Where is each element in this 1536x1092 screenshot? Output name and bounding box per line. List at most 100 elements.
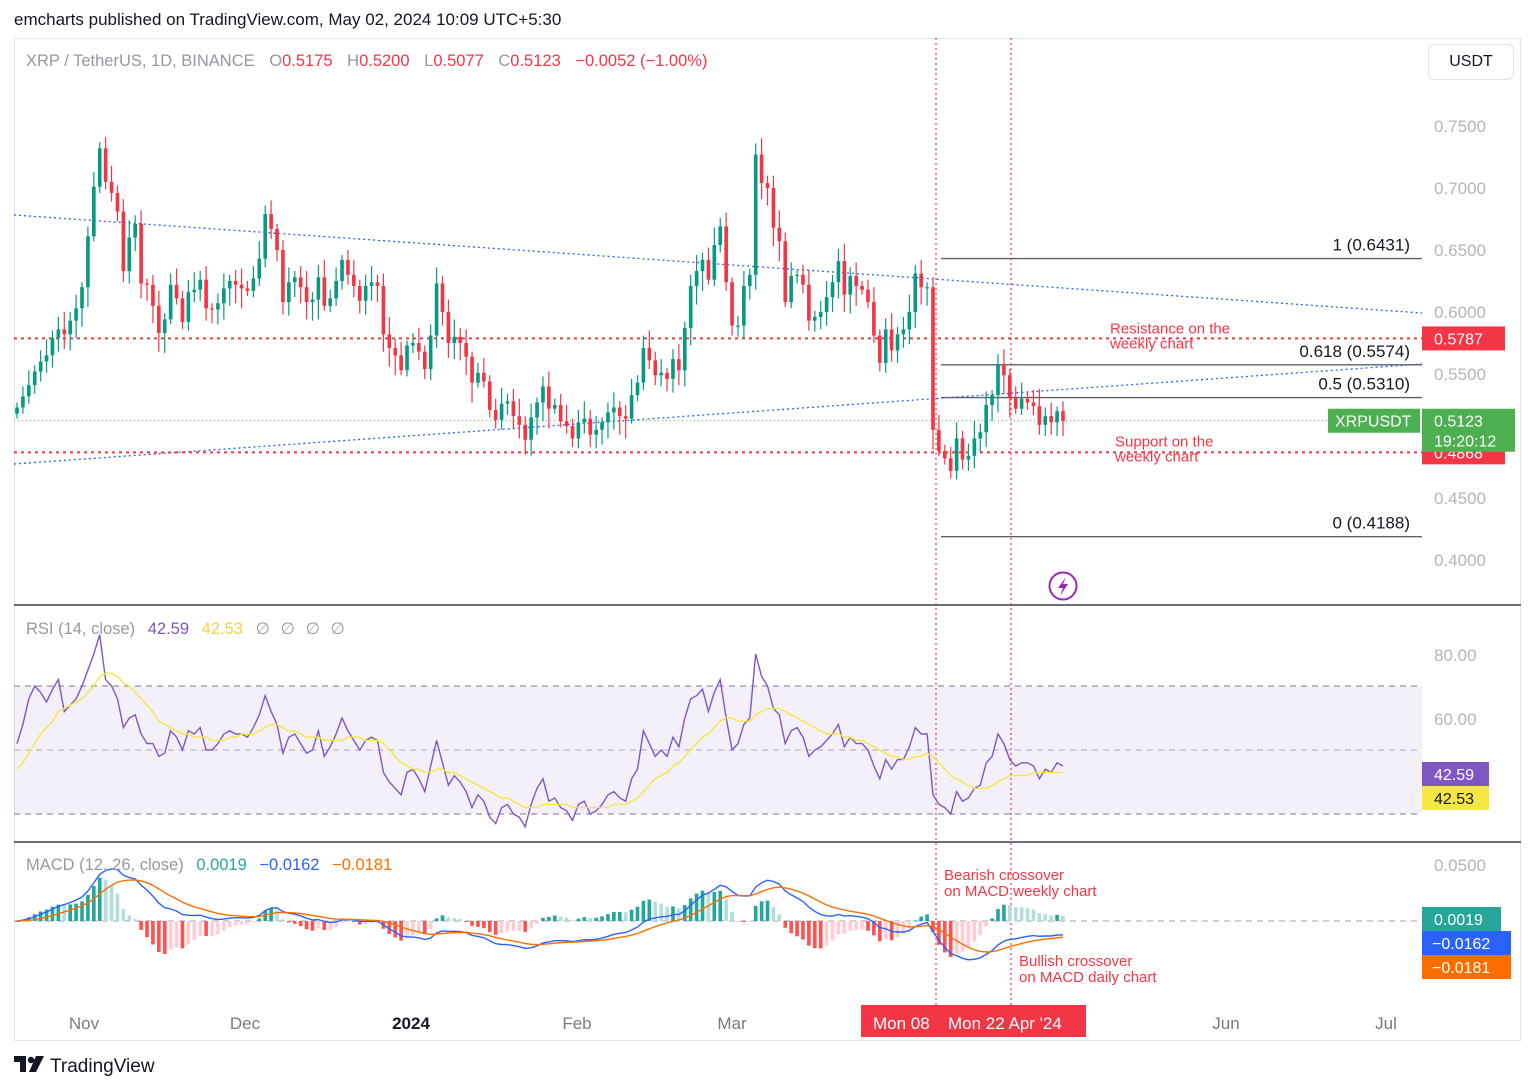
- candle[interactable]: [647, 330, 652, 370]
- candle[interactable]: [1061, 401, 1065, 436]
- candle[interactable]: [168, 273, 173, 325]
- candle[interactable]: [121, 199, 126, 283]
- candle[interactable]: [363, 274, 368, 315]
- candle[interactable]: [103, 137, 108, 190]
- candle[interactable]: [860, 281, 864, 295]
- candle[interactable]: [1049, 402, 1054, 435]
- candle[interactable]: [174, 268, 179, 305]
- rsi-series-ma[interactable]: [16, 672, 1063, 809]
- candle[interactable]: [700, 252, 705, 291]
- candle[interactable]: [428, 324, 433, 381]
- candle[interactable]: [186, 279, 191, 331]
- candle[interactable]: [26, 370, 31, 404]
- candle[interactable]: [765, 175, 770, 206]
- candle[interactable]: [907, 294, 912, 345]
- candle[interactable]: [942, 444, 947, 465]
- candle[interactable]: [706, 247, 711, 285]
- candle[interactable]: [505, 393, 510, 415]
- macd-signal-line[interactable]: [16, 879, 1064, 953]
- candle[interactable]: [535, 397, 539, 435]
- candle[interactable]: [1037, 388, 1042, 435]
- candle[interactable]: [954, 422, 959, 480]
- candle[interactable]: [612, 392, 616, 430]
- candle[interactable]: [854, 262, 858, 306]
- candle[interactable]: [50, 330, 55, 368]
- candle[interactable]: [653, 351, 658, 386]
- candle[interactable]: [594, 416, 598, 449]
- candle[interactable]: [32, 365, 37, 394]
- candle[interactable]: [180, 290, 185, 330]
- candle[interactable]: [245, 281, 250, 296]
- candle[interactable]: [458, 328, 463, 361]
- descending-trendline[interactable]: [13, 214, 1423, 314]
- events-lightning-icon[interactable]: [1048, 571, 1078, 601]
- candle[interactable]: [635, 375, 640, 402]
- candle[interactable]: [872, 287, 876, 343]
- candle[interactable]: [659, 359, 663, 387]
- candle[interactable]: [257, 241, 262, 286]
- candle[interactable]: [937, 414, 941, 456]
- candle[interactable]: [192, 272, 197, 303]
- macd-legend[interactable]: MACD (12, 26, close) 0.0019 −0.0162 −0.0…: [26, 856, 392, 874]
- candle[interactable]: [842, 243, 847, 312]
- candle[interactable]: [322, 259, 327, 311]
- candle[interactable]: [334, 267, 338, 306]
- candle[interactable]: [801, 264, 805, 294]
- ascending-trendline[interactable]: [13, 363, 1423, 465]
- candle[interactable]: [747, 268, 752, 300]
- candle[interactable]: [901, 316, 906, 348]
- candle[interactable]: [824, 281, 829, 326]
- candle[interactable]: [86, 226, 90, 308]
- candle[interactable]: [629, 378, 634, 424]
- candle[interactable]: [352, 259, 356, 298]
- candle[interactable]: [818, 300, 823, 330]
- candle[interactable]: [547, 371, 551, 429]
- candle[interactable]: [984, 391, 988, 448]
- candle[interactable]: [275, 223, 279, 262]
- candle[interactable]: [529, 403, 533, 456]
- candle[interactable]: [570, 418, 575, 448]
- candle[interactable]: [151, 274, 155, 324]
- candle[interactable]: [487, 375, 492, 418]
- candle[interactable]: [210, 303, 214, 324]
- candle[interactable]: [931, 277, 935, 450]
- candle[interactable]: [399, 341, 403, 376]
- candle[interactable]: [1055, 406, 1059, 436]
- candle[interactable]: [263, 205, 268, 268]
- candle[interactable]: [517, 398, 522, 439]
- candle[interactable]: [588, 409, 593, 448]
- candle[interactable]: [694, 254, 699, 305]
- candle[interactable]: [133, 215, 138, 252]
- candle[interactable]: [387, 316, 392, 367]
- rsi-series-rsi[interactable]: [16, 634, 1064, 829]
- candle[interactable]: [600, 417, 604, 445]
- candle[interactable]: [80, 282, 84, 327]
- candle[interactable]: [21, 386, 25, 414]
- candle[interactable]: [759, 138, 764, 200]
- candle[interactable]: [724, 212, 728, 291]
- candle[interactable]: [369, 266, 374, 301]
- candle[interactable]: [1002, 349, 1006, 394]
- candle[interactable]: [877, 329, 882, 372]
- candle[interactable]: [978, 423, 983, 453]
- candle[interactable]: [239, 268, 244, 309]
- candle[interactable]: [499, 387, 504, 430]
- symbol-legend[interactable]: XRP / TetherUS, 1D, BINANCE O0.5175 H0.5…: [26, 52, 707, 70]
- candle[interactable]: [452, 319, 457, 360]
- candle[interactable]: [564, 405, 569, 434]
- candle[interactable]: [162, 313, 167, 353]
- candle[interactable]: [304, 271, 309, 320]
- candle[interactable]: [671, 349, 675, 393]
- candle[interactable]: [730, 277, 734, 336]
- candle[interactable]: [251, 266, 256, 298]
- candle[interactable]: [919, 259, 923, 305]
- candle[interactable]: [470, 351, 474, 403]
- candle[interactable]: [895, 326, 900, 363]
- candle[interactable]: [38, 350, 43, 382]
- candle[interactable]: [682, 321, 687, 387]
- candle[interactable]: [68, 312, 73, 351]
- candle[interactable]: [482, 357, 486, 388]
- candle[interactable]: [127, 220, 132, 284]
- candle[interactable]: [440, 276, 445, 326]
- candle[interactable]: [812, 310, 817, 332]
